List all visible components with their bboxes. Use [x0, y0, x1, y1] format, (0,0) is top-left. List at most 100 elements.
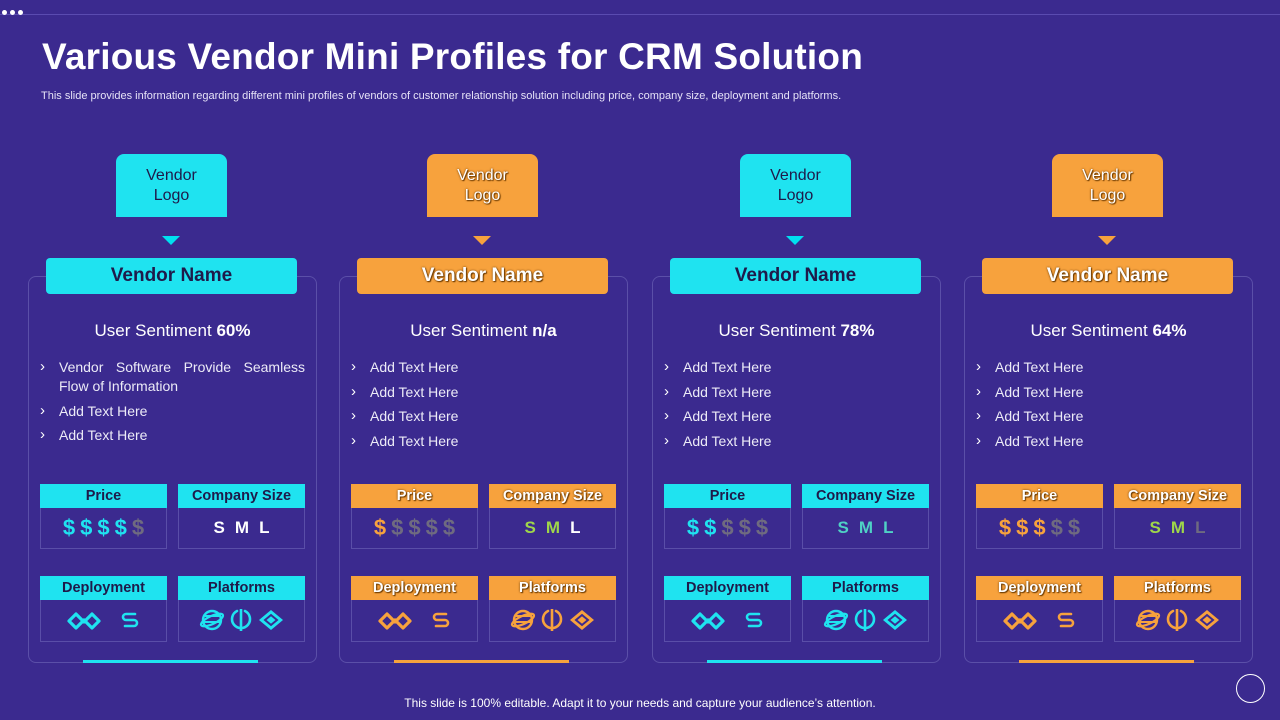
vendor-column-3: Vendor Logo Vendor Name User Sentiment 78…: [652, 154, 941, 666]
vendor-logo-line2: Logo: [464, 186, 501, 204]
deployment-header: Deployment: [664, 576, 791, 600]
company-size-s: S: [213, 518, 225, 537]
price-dollar-icon: $: [1016, 515, 1029, 540]
company-size-s: S: [524, 518, 536, 537]
company-size-m: M: [858, 518, 874, 537]
platform-desktop-icon: [257, 608, 285, 632]
vendor-logo-line1: Vendor: [457, 166, 508, 184]
company-size-m: M: [1170, 518, 1186, 537]
company-size-header: Company Size: [1114, 484, 1241, 508]
bullet-item: Add Text Here: [976, 357, 1241, 377]
menu-dots-icon[interactable]: [2, 10, 23, 15]
circle-icon[interactable]: [1236, 674, 1265, 703]
deployment-box: Deployment: [976, 576, 1103, 642]
vendor-logo[interactable]: Vendor Logo: [1052, 154, 1163, 217]
price-header: Price: [351, 484, 478, 508]
deployment-header: Deployment: [40, 576, 167, 600]
platform-mobile-icon: [229, 607, 253, 633]
platforms-box: Platforms: [489, 576, 616, 642]
sentiment-value: 78%: [840, 321, 875, 340]
vendor-logo-line2: Logo: [153, 186, 190, 204]
user-sentiment: User Sentiment 78%: [652, 321, 941, 341]
price-dollar-icon: $: [131, 515, 145, 540]
down-arrow-icon: [786, 236, 804, 245]
price-box: Price $ $ $ $ $: [664, 484, 791, 549]
vendor-logo-line1: Vendor: [770, 166, 821, 184]
price-header: Price: [40, 484, 167, 508]
sentiment-value: 60%: [216, 321, 251, 340]
user-sentiment: User Sentiment 60%: [28, 321, 317, 341]
sentiment-label: User Sentiment: [410, 321, 528, 340]
price-box: Price $ $ $ $ $: [40, 484, 167, 549]
feature-list: Add Text Here Add Text Here Add Text Here A…: [351, 357, 616, 456]
company-size-header: Company Size: [178, 484, 305, 508]
price-dollar-icon: $: [442, 515, 456, 540]
platform-mobile-icon: [853, 607, 877, 633]
deployment-header: Deployment: [351, 576, 478, 600]
feature-list: Add Text Here Add Text Here Add Text Here A…: [664, 357, 929, 456]
bullet-item: Add Text Here: [351, 357, 616, 377]
platform-mobile-icon: [1165, 607, 1189, 633]
user-sentiment: User Sentiment 64%: [964, 321, 1253, 341]
vendor-logo-line1: Vendor: [1082, 166, 1133, 184]
deployment-box: Deployment: [40, 576, 167, 642]
bullet-item: Add Text Here: [40, 401, 305, 421]
price-dollar-icon: $: [425, 515, 438, 540]
price-dollar-icon: $: [408, 515, 421, 540]
down-arrow-icon: [473, 236, 491, 245]
sentiment-label: User Sentiment: [1030, 321, 1148, 340]
deployment-cloud-icon: [377, 608, 412, 632]
company-size-l: L: [1195, 518, 1206, 537]
slide-subtitle: This slide provides information regardin…: [41, 90, 842, 102]
bullet-item: Add Text Here: [351, 406, 616, 426]
vendor-logo-line1: Vendor: [146, 166, 197, 184]
vendor-column-1: Vendor Logo Vendor Name User Sentiment 60…: [28, 154, 317, 666]
vendor-name: Vendor Name: [357, 258, 608, 294]
vendor-logo[interactable]: Vendor Logo: [427, 154, 538, 217]
platforms-box: Platforms: [802, 576, 929, 642]
bullet-item: Add Text Here: [664, 406, 929, 426]
price-dollar-icon: $: [1067, 515, 1081, 540]
deployment-cloud-icon: [690, 608, 725, 632]
deployment-box: Deployment: [664, 576, 791, 642]
slide-footer: This slide is 100% editable. Adapt it to…: [404, 696, 876, 710]
price-dollar-icon: $: [738, 515, 751, 540]
bullet-item: Add Text Here: [976, 382, 1241, 402]
company-size-l: L: [259, 518, 270, 537]
platform-mobile-icon: [540, 607, 564, 633]
deployment-web-icon: [119, 609, 141, 631]
deployment-cloud-icon: [66, 608, 101, 632]
vendor-name: Vendor Name: [982, 258, 1233, 294]
down-arrow-icon: [162, 236, 180, 245]
down-arrow-icon: [1098, 236, 1116, 245]
vendor-column-4: Vendor Logo Vendor Name User Sentiment 64…: [964, 154, 1253, 666]
platforms-box: Platforms: [1114, 576, 1241, 642]
card-underline: [394, 660, 569, 663]
platform-desktop-icon: [881, 608, 909, 632]
price-dollar-icon: $: [97, 515, 110, 540]
price-box: Price $ $ $ $ $: [351, 484, 478, 549]
vendor-logo[interactable]: Vendor Logo: [116, 154, 227, 217]
deployment-web-icon: [1055, 609, 1077, 631]
price-dollar-icon: $: [80, 515, 93, 540]
deployment-box: Deployment: [351, 576, 478, 642]
company-size-s: S: [1149, 518, 1161, 537]
platform-desktop-icon: [568, 608, 596, 632]
feature-list: Vendor Software Provide Seamless Flow of…: [40, 357, 305, 451]
sentiment-value: 64%: [1152, 321, 1187, 340]
vendor-name: Vendor Name: [670, 258, 921, 294]
slide-title: Various Vendor Mini Profiles for CRM Sol…: [42, 36, 864, 77]
vendor-logo-line2: Logo: [1089, 186, 1126, 204]
company-size-header: Company Size: [802, 484, 929, 508]
price-dollar-icon: $: [1050, 515, 1063, 540]
price-dollar-icon: $: [391, 515, 404, 540]
price-dollar-icon: $: [62, 515, 76, 540]
vendor-logo[interactable]: Vendor Logo: [740, 154, 851, 217]
company-size-l: L: [883, 518, 894, 537]
platform-globe-icon: [823, 607, 849, 633]
bullet-item: Vendor Software Provide Seamless Flow of…: [40, 357, 305, 396]
user-sentiment: User Sentiment n/a: [339, 321, 628, 341]
platform-globe-icon: [199, 607, 225, 633]
bullet-item: Add Text Here: [40, 425, 305, 445]
